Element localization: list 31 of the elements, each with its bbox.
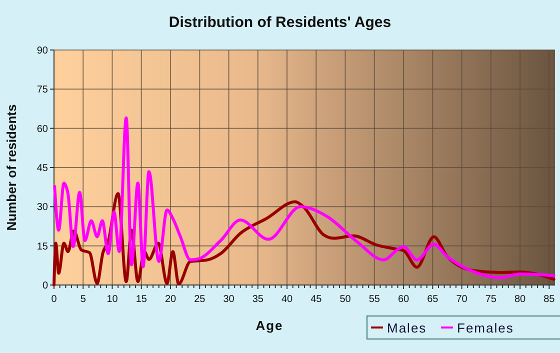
x-tick-label: 85 (544, 294, 556, 305)
y-tick-label: 75 (36, 84, 48, 96)
x-tick-label: 75 (485, 294, 497, 305)
y-tick-label: 60 (36, 124, 48, 135)
chart-title: Distribution of Residents' Ages (168, 14, 392, 31)
x-axis-title: Age (256, 318, 284, 333)
y-tick-label: 30 (36, 202, 48, 214)
x-tick-label: 0 (51, 294, 58, 305)
legend-label: Females (457, 320, 514, 336)
x-tick-label: 45 (310, 294, 322, 305)
x-tick-label: 35 (252, 294, 264, 305)
x-tick-label: 55 (368, 294, 380, 305)
x-tick-label: 80 (514, 294, 526, 305)
x-tick-label: 15 (136, 294, 148, 305)
y-tick-label: 0 (42, 280, 48, 292)
legend-label: Males (387, 320, 427, 336)
line-series (53, 116, 556, 280)
x-tick-label: 20 (164, 294, 177, 305)
x-tick-label: 5 (80, 294, 86, 305)
x-tick-label: 60 (398, 294, 410, 305)
x-tick-label: 50 (340, 294, 352, 305)
x-tick-label: 10 (106, 294, 118, 305)
y-tick-label: 45 (36, 163, 48, 174)
x-tick-label: 25 (194, 294, 206, 305)
x-tick-label: 30 (223, 294, 235, 305)
y-axis-title: Number of residents (4, 104, 19, 231)
x-tick-label: 40 (281, 294, 294, 305)
x-tick-label: 70 (456, 294, 468, 305)
y-tick-label: 15 (36, 241, 48, 252)
x-tick-label: 65 (427, 294, 439, 305)
y-tick-label: 90 (36, 46, 48, 56)
